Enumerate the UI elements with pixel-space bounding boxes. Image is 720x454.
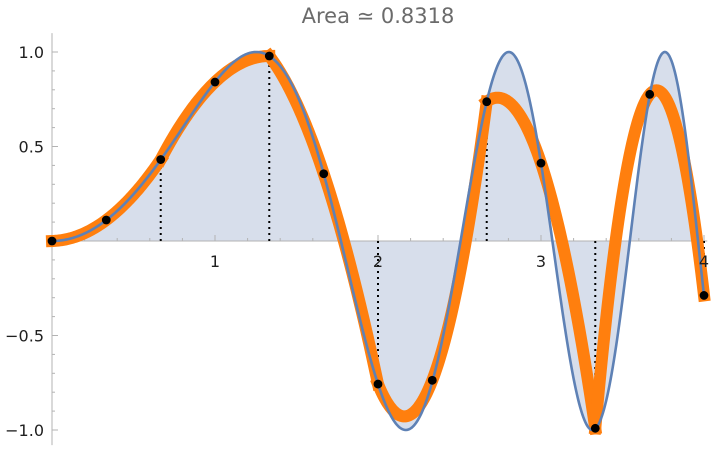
sample-point — [590, 423, 600, 433]
x-tick-label: 2 — [373, 252, 383, 271]
sample-points — [47, 51, 709, 433]
chart-title: Area ≃ 0.8318 — [302, 4, 455, 28]
sample-point — [645, 89, 655, 99]
sample-point — [536, 158, 546, 168]
sample-point — [427, 375, 437, 385]
x-tick-label: 3 — [536, 252, 546, 271]
sample-point — [210, 77, 220, 87]
x-tick-label: 4 — [699, 252, 709, 271]
sample-point — [373, 379, 383, 389]
area-under-curve — [52, 52, 704, 430]
sample-point — [156, 155, 166, 164]
sample-point — [319, 169, 329, 179]
x-tick-label: 1 — [210, 252, 220, 271]
tick-labels: 1 2 3 4 −1.0 −0.5 0.5 1.0 — [5, 43, 709, 440]
y-tick-label: −1.0 — [5, 421, 44, 440]
sample-point — [699, 291, 709, 300]
y-tick-label: 0.5 — [19, 138, 44, 157]
y-tick-label: 1.0 — [19, 43, 44, 62]
area-fill — [52, 52, 704, 430]
y-tick-label: −0.5 — [5, 327, 44, 346]
sample-point — [47, 236, 57, 246]
sample-point — [264, 51, 274, 61]
sample-point — [101, 215, 111, 225]
sample-point — [482, 97, 492, 107]
